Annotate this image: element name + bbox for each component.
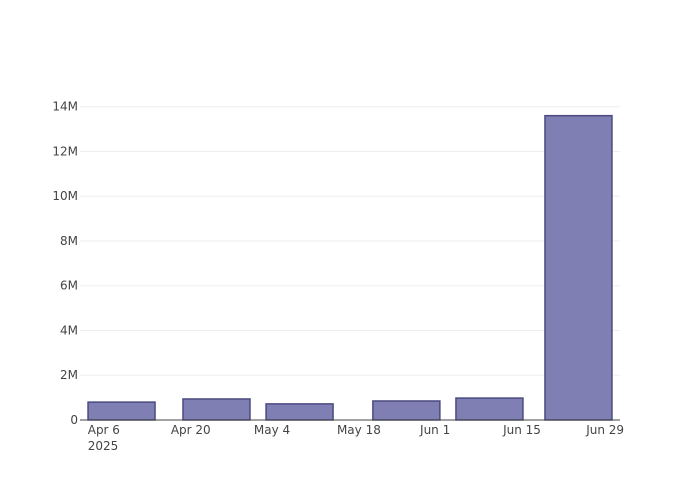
x-tick-label: Apr 6 2025 [88,423,120,453]
x-tick-label: Apr 20 [171,423,211,437]
y-tick-label: 12M [52,144,78,158]
bar [265,403,334,421]
bar [455,397,524,421]
y-tick-label: 2M [60,368,78,382]
y-tick-label: 6M [60,279,78,293]
bar [87,401,156,421]
y-tick-label: 14M [52,100,78,114]
bar [372,400,441,421]
x-tick-label: Jun 15 [502,423,541,437]
y-tick-label: 4M [60,323,78,337]
y-tick-label: 10M [52,189,78,203]
x-tick-label: Jun 29 [585,423,624,437]
x-tick-label: May 4 [254,423,290,437]
bar [544,114,613,421]
y-tick-label: 8M [60,234,78,248]
x-tick-label: Jun 1 [419,423,450,437]
x-tick-label: May 18 [337,423,381,437]
y-tick-label: 0 [70,413,78,427]
bar [182,398,251,421]
